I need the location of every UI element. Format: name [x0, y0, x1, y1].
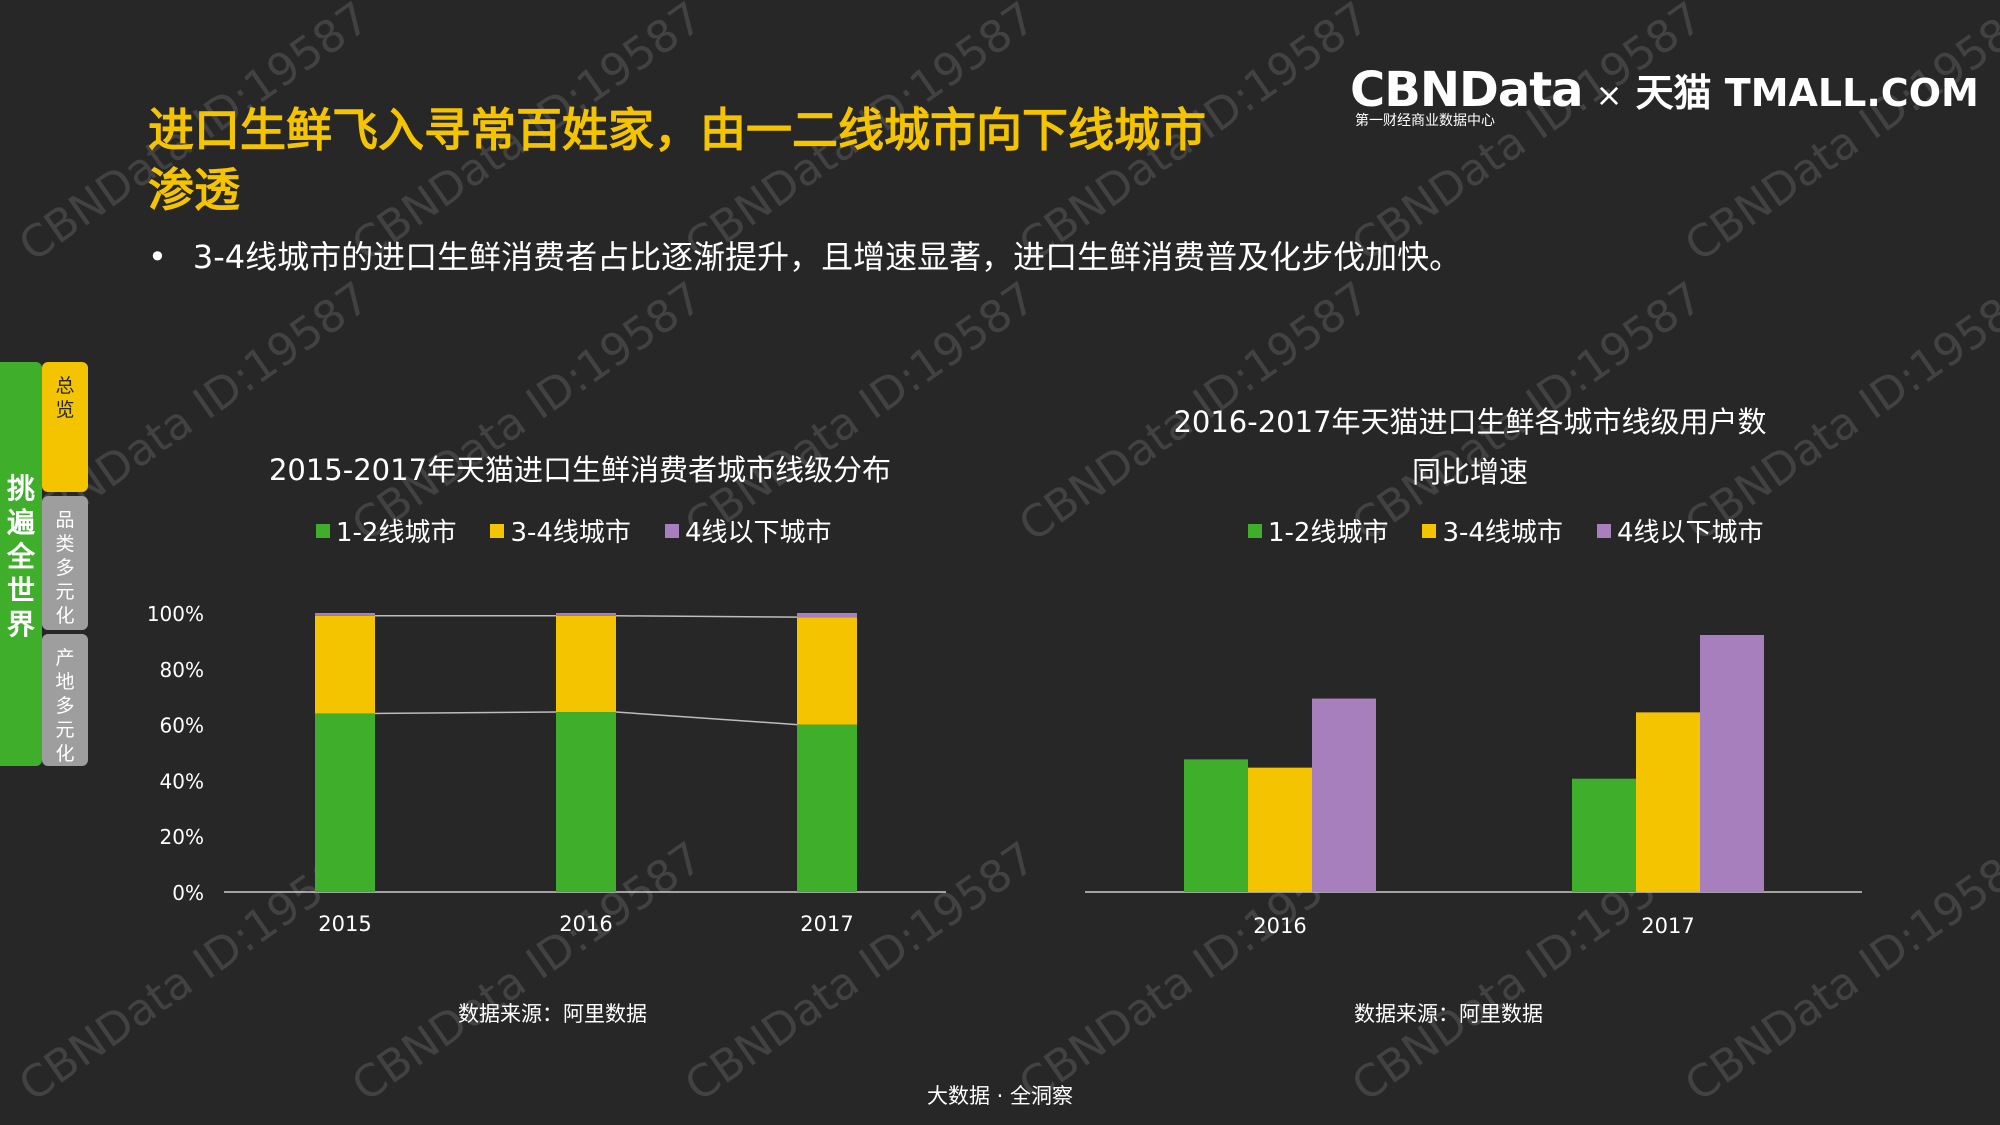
- bar-segment: [315, 615, 375, 714]
- legend-item: 1-2线城市: [316, 512, 456, 549]
- sidebar-main-label: 挑遍全世界: [6, 472, 35, 641]
- footer-slogan: 大数据 · 全洞察: [926, 1084, 1074, 1108]
- brand-logo: CBNData × 天猫 TMALL.COM 第一财经商业数据中心: [1350, 62, 1979, 129]
- bar: [1572, 778, 1636, 892]
- x-tick-label: 2017: [800, 912, 853, 936]
- chart1-source: 数据来源：阿里数据: [458, 1002, 647, 1026]
- bar-segment: [556, 712, 616, 892]
- legend-swatch-green: [1248, 523, 1262, 538]
- x-tick-label: 2016: [559, 912, 612, 936]
- x-tick-label: 2017: [1641, 914, 1694, 938]
- tmall-logo: 天猫 TMALL.COM: [1635, 71, 1979, 115]
- chart1-legend: 1-2线城市 3-4线城市 4线以下城市: [316, 512, 831, 549]
- legend-item: 4线以下城市: [1596, 512, 1764, 549]
- sidebar-section-label: 挑遍全世界: [0, 362, 42, 766]
- bar-segment: [315, 713, 375, 892]
- x-tick-label: 2016: [1253, 914, 1306, 938]
- legend-swatch-purple: [664, 523, 679, 538]
- y-tick-label: 100%: [147, 602, 204, 626]
- legend-swatch-purple: [1596, 523, 1611, 538]
- bar-segment: [556, 615, 616, 713]
- series-connector-line: [374, 711, 557, 715]
- x-tick-label: 2015: [318, 912, 371, 936]
- chart2-legend: 1-2线城市 3-4线城市 4线以下城市: [1248, 512, 1763, 549]
- y-tick-label: 80%: [160, 658, 204, 682]
- bar-segment: [556, 613, 616, 616]
- chart2-source: 数据来源：阿里数据: [1354, 1002, 1543, 1026]
- chart2-title: 2016-2017年天猫进口生鲜各城市线级用户数同比增速: [1100, 397, 1840, 497]
- chart2-title-text: 2016-2017年天猫进口生鲜各城市线级用户数同比增速: [1173, 405, 1767, 489]
- legend-swatch-yellow: [1422, 523, 1437, 538]
- tab-origin-diversity-label: 产地多元化: [55, 647, 75, 765]
- times-sign: ×: [1595, 76, 1623, 114]
- legend-label: 1-2线城市: [336, 518, 457, 548]
- legend-swatch-yellow: [490, 523, 505, 538]
- y-tick-label: 60%: [160, 714, 204, 738]
- cbndata-logo: CBNData: [1350, 62, 1584, 118]
- legend-label: 1-2线城市: [1268, 518, 1389, 548]
- legend-item: 1-2线城市: [1248, 512, 1388, 549]
- cbndata-subtitle: 第一财经商业数据中心: [1355, 113, 1495, 129]
- legend-swatch-green: [316, 523, 330, 538]
- tab-category-diversity-label: 品类多元化: [55, 509, 75, 627]
- y-tick-label: 40%: [160, 769, 204, 793]
- summary-bullet: • 3-4线城市的进口生鲜消费者占比逐渐提升，且增速显著，进口生鲜消费普及化步伐加…: [148, 232, 1461, 278]
- bar: [1184, 759, 1248, 892]
- tab-overview-label: 总览: [55, 375, 75, 421]
- bar-segment: [797, 724, 857, 892]
- bar: [1248, 767, 1312, 892]
- legend-label: 4线以下城市: [684, 518, 832, 548]
- legend-item: 3-4线城市: [490, 512, 631, 549]
- bar: [1636, 712, 1700, 892]
- bullet-marker: •: [148, 238, 167, 276]
- bullet-text: 3-4线城市的进口生鲜消费者占比逐渐提升，且增速显著，进口生鲜消费普及化步伐加快…: [192, 238, 1462, 276]
- bar-segment: [797, 617, 857, 725]
- legend-label: 4线以下城市: [1616, 518, 1764, 548]
- tab-overview[interactable]: 总览: [42, 362, 88, 492]
- y-tick-label: 0%: [172, 881, 204, 905]
- tab-origin-diversity[interactable]: 产地多元化: [42, 634, 88, 766]
- series-connector-line: [615, 615, 798, 618]
- tab-category-diversity[interactable]: 品类多元化: [42, 496, 88, 630]
- bar: [1700, 635, 1764, 892]
- chart1-title: 2015-2017年天猫进口生鲜消费者城市线级分布: [268, 453, 892, 487]
- y-tick-label: 20%: [160, 825, 204, 849]
- bar: [1312, 698, 1376, 892]
- bar-segment: [315, 613, 375, 616]
- legend-item: 3-4线城市: [1422, 512, 1563, 549]
- legend-item: 4线以下城市: [664, 512, 832, 549]
- legend-label: 3-4线城市: [510, 518, 631, 548]
- page-title: 进口生鲜飞入寻常百姓家，由一二线城市向下线城市渗透: [148, 103, 1206, 217]
- series-connector-line: [615, 711, 798, 726]
- bar-segment: [797, 613, 857, 618]
- legend-label: 3-4线城市: [1442, 518, 1563, 548]
